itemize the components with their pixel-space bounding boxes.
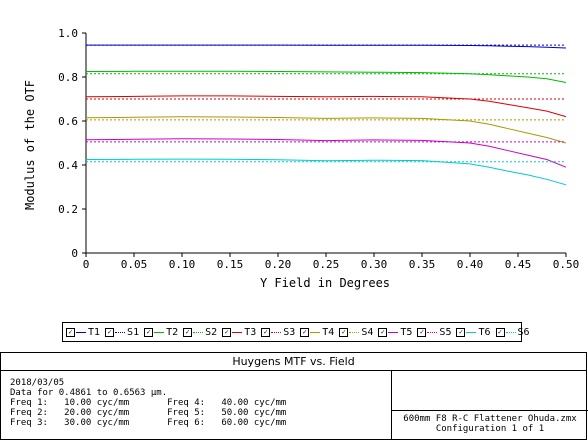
legend-label: S4 [361,326,374,338]
mtf-chart: 0 0.2 0.4 0.6 0.8 1.0 0 0.05 0.10 0.15 0.20 0.25 0.3… [23,27,579,290]
legend-check-icon: ✓ [300,327,310,337]
legend-item-s2: ✓ S2 [183,327,217,338]
legend-item-s6: ✓ S6 [495,326,530,338]
x-tick-label: 0.20 [265,258,292,271]
legend-label: S6 [517,326,530,338]
panel-line: Freq 2: 20.00 cyc/mm Freq 5: 50.00 cyc/m… [10,408,287,418]
x-tick-label: 0.15 [217,258,244,271]
legend-check-icon: ✓ [144,327,154,337]
chart-series [85,44,567,186]
panel-line: Data for 0.4861 to 0.6563 µm. [10,388,168,398]
legend-swatch [271,331,282,333]
legend-check-icon: ✓ [261,327,271,337]
legend-check-icon: ✓ [495,327,505,337]
x-tick-label: 0.30 [361,258,388,271]
legend-check-icon: ✓ [66,327,75,337]
legend-label: T1 [88,326,101,338]
series-line-t3 [85,95,567,118]
legend-item-s4: ✓ S4 [339,327,373,338]
legend-check-icon: ✓ [456,327,466,337]
y-axis-label: Modulus of the OTF [23,80,37,210]
legend-check-icon: ✓ [105,327,115,337]
x-tick-label: 0.35 [409,258,436,271]
configuration: Configuration 1 of 1 [435,424,545,434]
panel-details: 2018/03/05 Data for 0.4861 to 0.6563 µm.… [10,378,286,428]
legend-label: S3 [283,326,296,338]
legend-item-s3: ✓ S3 [261,327,295,338]
x-tick-label: 0.05 [121,258,148,271]
y-tick-label: 1.0 [58,27,78,40]
panel-title: Huygens MTF vs. Field [1,353,586,371]
series-line-t4 [85,116,567,144]
legend-swatch [193,331,204,333]
legend-label: S1 [127,326,140,338]
legend-item-s5: ✓ S5 [417,327,451,338]
legend-check-icon: ✓ [183,327,193,337]
series-line-t6 [85,158,567,186]
y-tick-label: 0.8 [58,71,78,84]
legend-swatch [427,331,438,333]
legend-label: T6 [478,326,491,338]
chart-legend: ✓ T1 ✓ S1 ✓ T2 ✓ S2 ✓ T3 ✓ S3 ✓ T4 ✓ S4 ✓ T5 ✓ S5 ✓ T6 ✓ S6 [62,322,530,342]
legend-swatch [154,331,165,333]
x-tick-label: 0.50 [553,258,580,271]
legend-label: T4 [322,326,335,338]
legend-label: S5 [439,326,452,338]
chart-axes: 0 0.2 0.4 0.6 0.8 1.0 0 0.05 0.10 0.15 0.20 0.25 0.3… [58,27,579,271]
legend-label: S2 [205,326,218,338]
legend-swatch [232,331,243,333]
series-line-t2 [85,70,567,83]
legend-swatch [310,331,321,333]
legend-swatch [349,331,360,333]
legend-label: T5 [400,326,413,338]
legend-item-t6: ✓ T6 [456,326,491,338]
panel-line: 2018/03/05 [10,378,65,388]
legend-check-icon: ✓ [222,327,232,337]
legend-item-t2: ✓ T2 [144,327,178,338]
info-panel: Huygens MTF vs. Field 2018/03/05 Data fo… [0,352,588,440]
x-tick-label: 0 [83,258,90,271]
legend-check-icon: ✓ [417,327,427,337]
legend-item-t3: ✓ T3 [222,327,256,338]
legend-item-t4: ✓ T4 [300,327,334,338]
legend-check-icon: ✓ [378,327,388,337]
legend-check-icon: ✓ [339,327,349,337]
legend-swatch [388,331,399,333]
panel-file-info: 600mm F8 R-C Flattener Ohuda.zmx Configu… [391,370,588,440]
legend-swatch [505,331,516,333]
legend-swatch [76,331,86,333]
legend-swatch [466,331,477,333]
legend-label: T2 [166,326,179,338]
file-name: 600mm F8 R-C Flattener Ohuda.zmx [403,414,577,424]
legend-swatch [115,331,126,333]
x-axis-label: Y Field in Degrees [260,276,390,290]
legend-item-s1: ✓ S1 [105,327,139,338]
series-line-t5 [85,138,567,168]
legend-label: T3 [244,326,257,338]
y-tick-label: 0.2 [58,203,78,216]
x-tick-label: 0.10 [169,258,196,271]
panel-line: Freq 3: 30.00 cyc/mm Freq 6: 60.00 cyc/m… [10,418,287,428]
x-tick-label: 0.25 [313,258,340,271]
x-tick-label: 0.40 [457,258,484,271]
panel-line: Freq 1: 10.00 cyc/mm Freq 4: 40.00 cyc/m… [10,398,287,408]
legend-item-t5: ✓ T5 [378,327,412,338]
panel-divider [392,410,588,411]
x-tick-label: 0.45 [505,258,532,271]
y-tick-label: 0.4 [58,159,78,172]
y-tick-label: 0.6 [58,115,78,128]
legend-item-t1: ✓ T1 [66,327,100,338]
y-tick-label: 0 [71,247,78,260]
